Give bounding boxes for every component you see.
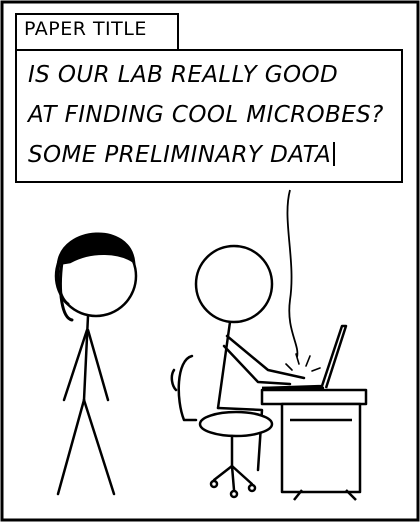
desk <box>260 388 368 501</box>
title-line-3-wrapper[interactable]: SOME PRELIMINARY DATA <box>28 142 335 168</box>
title-line-1: IS OUR LAB REALLY GOOD <box>28 62 339 88</box>
standing-woman <box>54 232 138 496</box>
seated-person <box>194 244 306 472</box>
field-label-box <box>15 13 179 50</box>
typing-motion-lines <box>285 353 321 372</box>
office-chair <box>170 354 274 499</box>
title-line-2: AT FINDING COOL MICROBES? <box>28 102 384 128</box>
laptop <box>261 324 348 390</box>
field-label: PAPER TITLE <box>24 18 147 40</box>
title-field-box <box>15 49 403 183</box>
text-cursor <box>333 142 335 166</box>
title-line-3: SOME PRELIMINARY DATA <box>28 142 332 168</box>
typing-cord <box>286 189 299 358</box>
